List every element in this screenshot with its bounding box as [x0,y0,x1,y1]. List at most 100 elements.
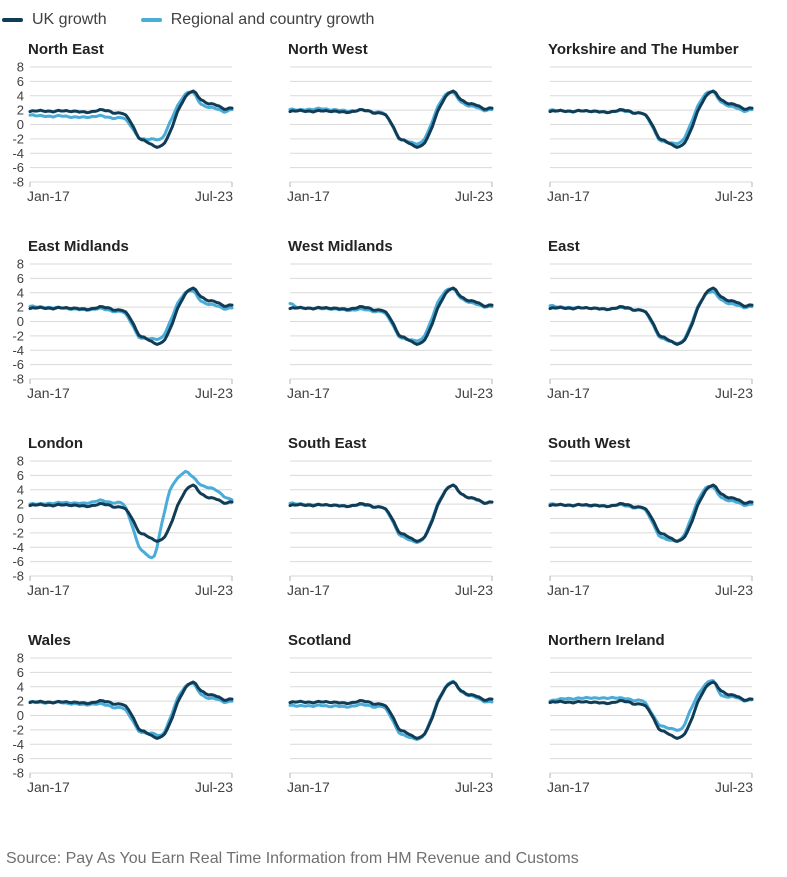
y-tick-label: -2 [12,722,24,737]
y-tick-label: -4 [12,343,24,358]
y-tick-label: -8 [12,372,24,387]
uk-growth-line [548,483,754,543]
panel-east-midlands: East Midlands 8 6 4 2 0 -2 -4 -6 -8 Jan-17 Jul-23 [0,231,260,428]
panel-north-east: North East 8 6 4 2 0 -2 -4 -6 -8 Jan-17 Jul-23 [0,34,260,231]
regional-growth-line-swatch [140,18,162,22]
uk-growth-line [288,89,494,149]
y-tick-label: 0 [17,708,24,723]
uk-growth-line [28,286,234,346]
uk-growth-line [28,89,234,149]
x-tick-label-end: Jul-23 [715,779,753,795]
chart-north-west: Jan-17 Jul-23 [287,66,494,204]
uk-growth-line [548,680,754,740]
panel-south-east: South East Jan-17 Jul-23 [260,428,520,625]
panel-title-northern-ireland: Northern Ireland [548,632,665,649]
y-tick-label: -6 [12,751,24,766]
y-tick-label: 0 [17,117,24,132]
regional-growth-line [28,469,234,560]
x-tick-label-end: Jul-23 [715,385,753,401]
y-tick-label: 2 [17,300,24,315]
y-tick-label: 4 [17,88,24,103]
small-multiples-grid: North East 8 6 4 2 0 -2 -4 -6 -8 Jan-17 Jul-23 Nor… [0,34,787,822]
chart-scotland: Jan-17 Jul-23 [287,657,494,795]
x-tick-label-start: Jan-17 [287,188,330,204]
chart-south-east: Jan-17 Jul-23 [287,460,494,598]
panel-south-west: South West Jan-17 Jul-23 [520,428,787,625]
y-tick-label: -2 [12,525,24,540]
y-tick-label: -2 [12,131,24,146]
y-tick-label: 4 [17,482,24,497]
y-tick-label: -2 [12,328,24,343]
chart-yorkshire-and-the-humber: Jan-17 Jul-23 [547,66,754,204]
panel-title-scotland: Scotland [288,632,352,649]
regional-growth-line [548,679,754,732]
y-tick-label: 8 [17,60,24,75]
y-tick-label: -6 [12,357,24,372]
chart-south-west: Jan-17 Jul-23 [547,460,754,598]
legend-item-uk-growth: UK growth [2,11,107,29]
panel-east: East Jan-17 Jul-23 [520,231,787,428]
panel-title-wales: Wales [28,632,71,649]
y-tick-label: -8 [12,766,24,781]
y-tick-label: 6 [17,665,24,680]
legend-item-regional-growth: Regional and country growth [140,11,374,29]
y-tick-label: 2 [17,497,24,512]
x-tick-label-end: Jul-23 [715,188,753,204]
panel-northern-ireland: Northern Ireland Jan-17 Jul-23 [520,625,787,822]
y-tick-label: -4 [12,737,24,752]
panel-scotland: Scotland Jan-17 Jul-23 [260,625,520,822]
x-tick-label-start: Jan-17 [287,582,330,598]
panel-yorkshire-and-the-humber: Yorkshire and The Humber Jan-17 Jul-23 [520,34,787,231]
x-tick-label-end: Jul-23 [455,582,493,598]
x-tick-label-start: Jan-17 [287,385,330,401]
y-tick-label: 0 [17,314,24,329]
y-tick-label: -8 [12,569,24,584]
y-tick-label: -4 [12,540,24,555]
panel-north-west: North West Jan-17 Jul-23 [260,34,520,231]
panel-title-london: London [28,435,83,452]
uk-growth-line-swatch [2,18,23,22]
x-tick-label-end: Jul-23 [195,779,233,795]
panel-west-midlands: West Midlands Jan-17 Jul-23 [260,231,520,428]
panel-title-south-west: South West [548,435,631,452]
x-tick-label-start: Jan-17 [287,779,330,795]
y-tick-label: -4 [12,146,24,161]
y-tick-label: -8 [12,175,24,190]
uk-growth-line [288,286,494,346]
y-tick-label: 2 [17,694,24,709]
chart-west-midlands: Jan-17 Jul-23 [287,263,494,401]
x-tick-label-end: Jul-23 [195,385,233,401]
x-tick-label-end: Jul-23 [195,582,233,598]
x-tick-label-start: Jan-17 [27,188,70,204]
panel-london: London 8 6 4 2 0 -2 -4 -6 -8 Jan-17 Jul-23 [0,428,260,625]
chart-east: Jan-17 Jul-23 [547,263,754,401]
panel-title-east: East [548,238,580,255]
regional-growth-line [28,90,234,142]
y-tick-label: 8 [17,257,24,272]
y-tick-label: 6 [17,74,24,89]
legend: UK growth Regional and country growth [0,0,787,32]
source-note: Source: Pay As You Earn Real Time Inform… [6,850,579,867]
panel-title-south-east: South East [288,435,367,452]
x-tick-label-start: Jan-17 [27,385,70,401]
x-tick-label-start: Jan-17 [547,385,590,401]
y-tick-label: 6 [17,271,24,286]
y-tick-label: 4 [17,285,24,300]
x-tick-label-start: Jan-17 [547,779,590,795]
legend-label-uk-growth: UK growth [32,11,107,28]
panel-title-west-midlands: West Midlands [288,238,393,255]
x-tick-label-end: Jul-23 [715,582,753,598]
y-tick-label: 8 [17,651,24,666]
uk-growth-line [28,680,234,740]
panel-title-north-west: North West [288,41,368,58]
x-tick-label-end: Jul-23 [455,188,493,204]
x-tick-label-start: Jan-17 [547,582,590,598]
uk-growth-line [288,483,494,543]
uk-growth-line [548,286,754,346]
x-tick-label-start: Jan-17 [27,582,70,598]
uk-growth-line [288,680,494,740]
